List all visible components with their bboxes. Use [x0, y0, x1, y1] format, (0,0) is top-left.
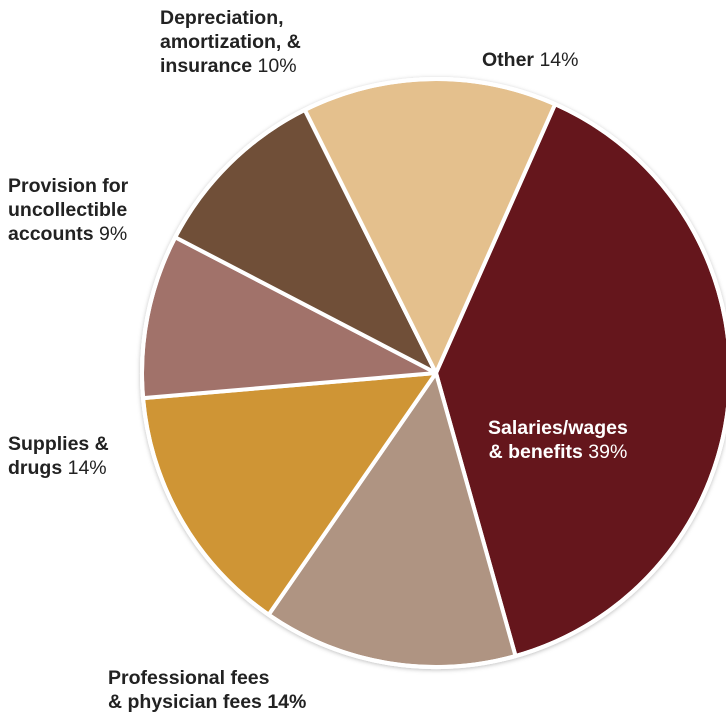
label-salaries: Salaries/wages & benefits 39% — [488, 417, 628, 463]
label-depreciation: Depreciation, amortization, & insurance … — [160, 7, 301, 77]
label-professional-fees: Professional fees & physician fees 14% — [108, 667, 307, 713]
label-other: Other 14% — [482, 49, 579, 71]
pie-outline — [140, 77, 726, 669]
label-provision: Provision for uncollectible accounts 9% — [8, 175, 129, 245]
label-supplies: Supplies & drugs 14% — [8, 433, 109, 479]
